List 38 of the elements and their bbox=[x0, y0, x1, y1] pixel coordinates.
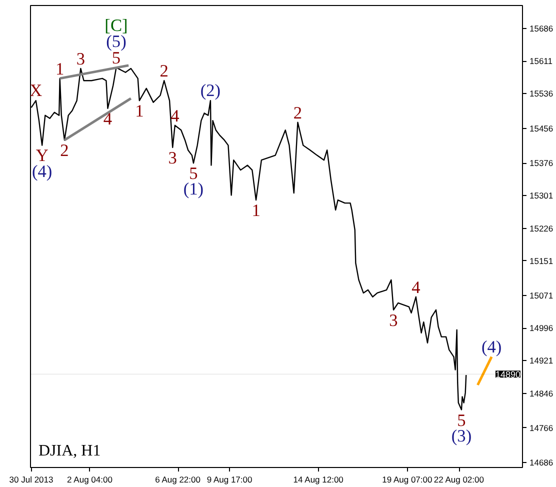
annotation: 4 bbox=[103, 109, 112, 128]
y-tick-label: 14846 bbox=[530, 388, 554, 398]
x-tick-label: 19 Aug 07:00 bbox=[382, 474, 433, 484]
y-tick-label: 15686 bbox=[530, 24, 554, 34]
y-tick-label: 15611 bbox=[530, 56, 553, 66]
text: DJIA, H1 bbox=[38, 442, 101, 460]
annotation: 4 bbox=[412, 278, 421, 297]
x-tick-label: 9 Aug 17:00 bbox=[206, 474, 252, 484]
y-tick-label: 15456 bbox=[530, 123, 554, 134]
x-tick-label: 30 Jul 2013 bbox=[9, 474, 54, 484]
annotation: 3 bbox=[168, 148, 177, 168]
annotation: 1 bbox=[252, 201, 260, 220]
annotation: 5 bbox=[112, 48, 121, 68]
y-tick-label: 15226 bbox=[530, 223, 554, 234]
annotation: 2 bbox=[160, 62, 168, 81]
y-tick-label: 14766 bbox=[530, 422, 554, 433]
annotation: 4 bbox=[170, 106, 180, 126]
x-tick-label: 14 Aug 12:00 bbox=[293, 474, 344, 484]
y-tick-label: 14921 bbox=[530, 356, 554, 366]
annotation: 3 bbox=[76, 49, 86, 68]
y-tick-label: 15071 bbox=[530, 290, 554, 301]
y-tick-label: 14996 bbox=[530, 323, 554, 334]
x-tick-label: 22 Aug 02:00 bbox=[434, 474, 484, 484]
annotation: (2) bbox=[200, 81, 221, 100]
annotation: (4) bbox=[482, 337, 502, 356]
ref-line-label: 14890 bbox=[495, 370, 521, 380]
y-tick-label: 15536 bbox=[530, 88, 554, 99]
y-tick-label: 15376 bbox=[530, 158, 554, 168]
annotation: 1 bbox=[56, 59, 64, 78]
annotation: 2 bbox=[60, 141, 69, 160]
y-tick-label: 15301 bbox=[530, 190, 554, 201]
annotation: 2 bbox=[293, 103, 302, 122]
y-tick-label: 14686 bbox=[530, 458, 554, 468]
y-tick-label: 15151 bbox=[530, 256, 554, 266]
x-tick-label: 6 Aug 22:00 bbox=[155, 474, 201, 484]
x-tick-label: 2 Aug 04:00 bbox=[67, 474, 113, 484]
annotation: 3 bbox=[389, 310, 398, 330]
annotation: 1 bbox=[135, 102, 144, 121]
